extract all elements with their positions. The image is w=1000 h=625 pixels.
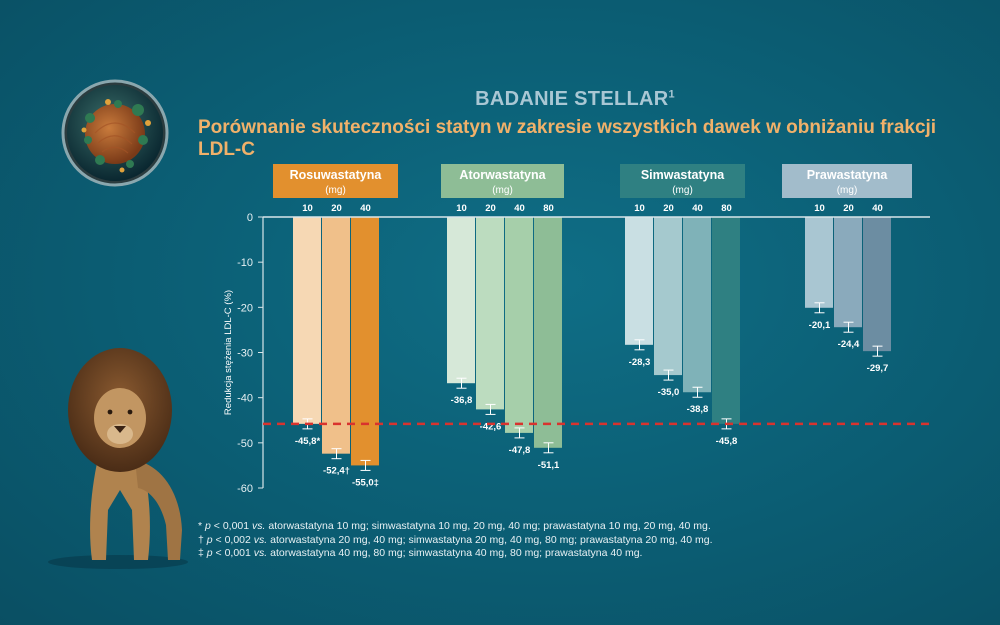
- group-header-box: [782, 164, 912, 198]
- y-tick-label: 0: [247, 212, 253, 224]
- dose-label: 80: [543, 203, 554, 214]
- group-header-unit: (mg): [672, 185, 693, 196]
- bar: [712, 217, 740, 424]
- bar: [505, 217, 533, 433]
- group-header-box: [620, 164, 745, 198]
- bar: [322, 217, 350, 454]
- y-tick-label: -50: [237, 438, 253, 450]
- dose-label: 80: [721, 203, 732, 214]
- lion-illustration: [48, 348, 188, 569]
- group-header-label: Rosuwastatyna: [290, 168, 383, 182]
- page-title: BADANIE STELLAR1: [475, 88, 675, 110]
- group-header-label: Prawastatyna: [807, 168, 889, 182]
- bar: [834, 217, 862, 328]
- data-label: -38,8: [687, 404, 709, 415]
- group-header-box: [441, 164, 564, 198]
- bar: [863, 217, 891, 352]
- page-subtitle: Porównanie skuteczności statyn w zakresi…: [198, 117, 937, 160]
- group-header-box: [273, 164, 398, 198]
- data-label: -45,8*: [295, 436, 321, 447]
- dose-label: 40: [514, 203, 525, 214]
- footnotes: * p < 0,001 vs. atorwastatyna 10 mg; sim…: [198, 520, 713, 561]
- bar: [476, 217, 504, 410]
- bar: [805, 217, 833, 308]
- footnote: ‡ p < 0,001 vs. atorwastatyna 40 mg, 80 …: [198, 547, 643, 559]
- virus-cell-icon: [61, 79, 169, 187]
- group-header-unit: (mg): [325, 185, 346, 196]
- y-tick-label: -40: [237, 393, 253, 405]
- dose-label: 40: [872, 203, 883, 214]
- data-label: -28,3: [629, 357, 651, 368]
- data-label: -24,4: [838, 339, 860, 350]
- dose-label: 10: [814, 203, 825, 214]
- data-label: -47,8: [509, 445, 531, 456]
- dose-label: 10: [456, 203, 467, 214]
- data-label: -42,6: [480, 421, 502, 432]
- data-label: -36,8: [451, 395, 473, 406]
- bar: [447, 217, 475, 384]
- group-header-label: Simwastatyna: [641, 168, 725, 182]
- bar: [625, 217, 653, 345]
- y-tick-label: -20: [237, 302, 253, 314]
- dose-label: 20: [663, 203, 674, 214]
- data-label: -52,4†: [323, 466, 350, 477]
- dose-label: 40: [360, 203, 371, 214]
- dose-label: 20: [485, 203, 496, 214]
- dose-label: 20: [843, 203, 854, 214]
- footnote: * p < 0,001 vs. atorwastatyna 10 mg; sim…: [198, 520, 711, 532]
- bar: [654, 217, 682, 376]
- data-label: -55,0‡: [352, 477, 379, 488]
- group-header-unit: (mg): [492, 185, 513, 196]
- bar: [683, 217, 711, 393]
- y-tick-label: -30: [237, 348, 253, 360]
- group-header-label: Atorwastatyna: [459, 168, 546, 182]
- y-tick-label: -60: [237, 483, 253, 495]
- dose-label: 10: [634, 203, 645, 214]
- group-header-unit: (mg): [837, 185, 858, 196]
- data-label: -51,1: [538, 460, 560, 471]
- data-label: -35,0: [658, 387, 680, 398]
- data-label: -45,8: [716, 436, 738, 447]
- y-tick-label: -10: [237, 257, 253, 269]
- bar: [293, 217, 321, 424]
- bar: [351, 217, 379, 466]
- dose-label: 10: [302, 203, 313, 214]
- bar: [534, 217, 562, 448]
- y-axis-label: Redukcja stężenia LDL-C (%): [223, 290, 234, 415]
- dose-label: 20: [331, 203, 342, 214]
- data-label: -20,1: [809, 320, 831, 331]
- dose-label: 40: [692, 203, 703, 214]
- footnote: † p < 0,002 vs. atorwastatyna 20 mg, 40 …: [198, 533, 713, 546]
- data-label: -29,7: [867, 363, 889, 374]
